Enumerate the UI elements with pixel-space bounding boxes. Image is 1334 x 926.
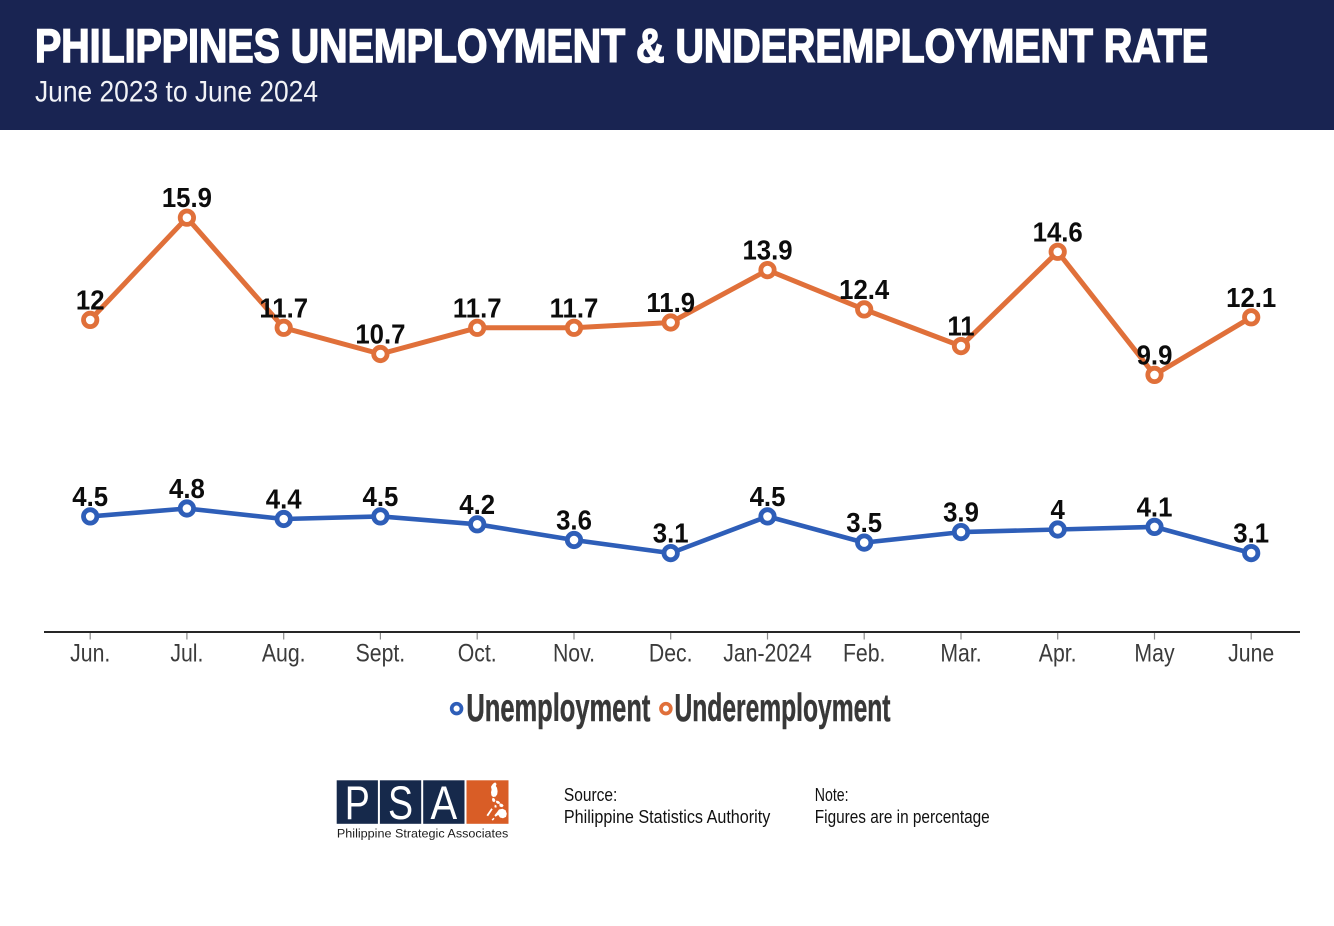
svg-text:Jan-2024: Jan-2024: [723, 639, 812, 667]
svg-text:15.9: 15.9: [162, 182, 212, 213]
svg-text:4: 4: [1051, 494, 1065, 525]
svg-text:11.7: 11.7: [550, 292, 599, 323]
svg-text:3.1: 3.1: [1233, 518, 1269, 549]
svg-text:May: May: [1134, 639, 1174, 667]
svg-text:Sept.: Sept.: [356, 639, 406, 667]
svg-text:13.9: 13.9: [742, 235, 792, 266]
svg-text:PHILIPPINES UNEMPLOYMENT & UND: PHILIPPINES UNEMPLOYMENT & UNDEREMPLOYME…: [35, 20, 1208, 73]
svg-text:4.4: 4.4: [266, 484, 302, 515]
svg-text:14.6: 14.6: [1033, 216, 1083, 247]
svg-text:S: S: [388, 777, 413, 830]
svg-text:Underemployment: Underemployment: [675, 687, 891, 730]
svg-text:Philippine Statistics Authorit: Philippine Statistics Authority: [564, 806, 771, 827]
svg-text:4.1: 4.1: [1137, 491, 1173, 522]
svg-text:10.7: 10.7: [355, 319, 405, 350]
svg-text:A: A: [430, 778, 457, 830]
svg-text:4.5: 4.5: [72, 481, 108, 512]
svg-text:4.8: 4.8: [169, 473, 205, 504]
svg-text:June 2023 to June 2024: June 2023 to June 2024: [35, 76, 318, 109]
svg-text:11: 11: [947, 311, 974, 342]
svg-text:Dec.: Dec.: [649, 639, 693, 667]
svg-text:P: P: [345, 777, 370, 830]
svg-text:11.7: 11.7: [453, 292, 502, 323]
svg-text:Jun.: Jun.: [70, 639, 110, 667]
svg-text:Feb.: Feb.: [843, 639, 886, 667]
svg-text:Aug.: Aug.: [262, 639, 306, 667]
svg-text:June: June: [1228, 639, 1274, 667]
svg-text:Mar.: Mar.: [940, 639, 981, 667]
svg-text:Oct.: Oct.: [458, 639, 497, 667]
svg-text:Figures are in percentage: Figures are in percentage: [815, 806, 990, 827]
svg-text:4.2: 4.2: [459, 489, 495, 520]
svg-text:12.1: 12.1: [1226, 282, 1276, 313]
svg-text:Unemployment: Unemployment: [466, 687, 650, 730]
svg-text:4.5: 4.5: [362, 481, 398, 512]
svg-text:Jul.: Jul.: [170, 639, 203, 667]
svg-text:12.4: 12.4: [839, 274, 889, 305]
svg-text:9.9: 9.9: [1137, 339, 1173, 370]
svg-text:Source:: Source:: [564, 784, 617, 805]
svg-text:3.6: 3.6: [556, 505, 592, 536]
svg-text:Philippine Strategic Associate: Philippine Strategic Associates: [337, 827, 508, 841]
svg-text:Note:: Note:: [815, 784, 849, 805]
svg-text:11.9: 11.9: [646, 287, 695, 318]
svg-text:3.5: 3.5: [846, 507, 882, 538]
svg-text:3.9: 3.9: [943, 497, 979, 528]
svg-text:Apr.: Apr.: [1039, 639, 1077, 667]
svg-text:12: 12: [76, 284, 105, 315]
svg-text:3.1: 3.1: [653, 518, 689, 549]
svg-text:4.5: 4.5: [750, 481, 786, 512]
svg-text:11.7: 11.7: [259, 292, 308, 323]
svg-text:Nov.: Nov.: [553, 639, 595, 667]
